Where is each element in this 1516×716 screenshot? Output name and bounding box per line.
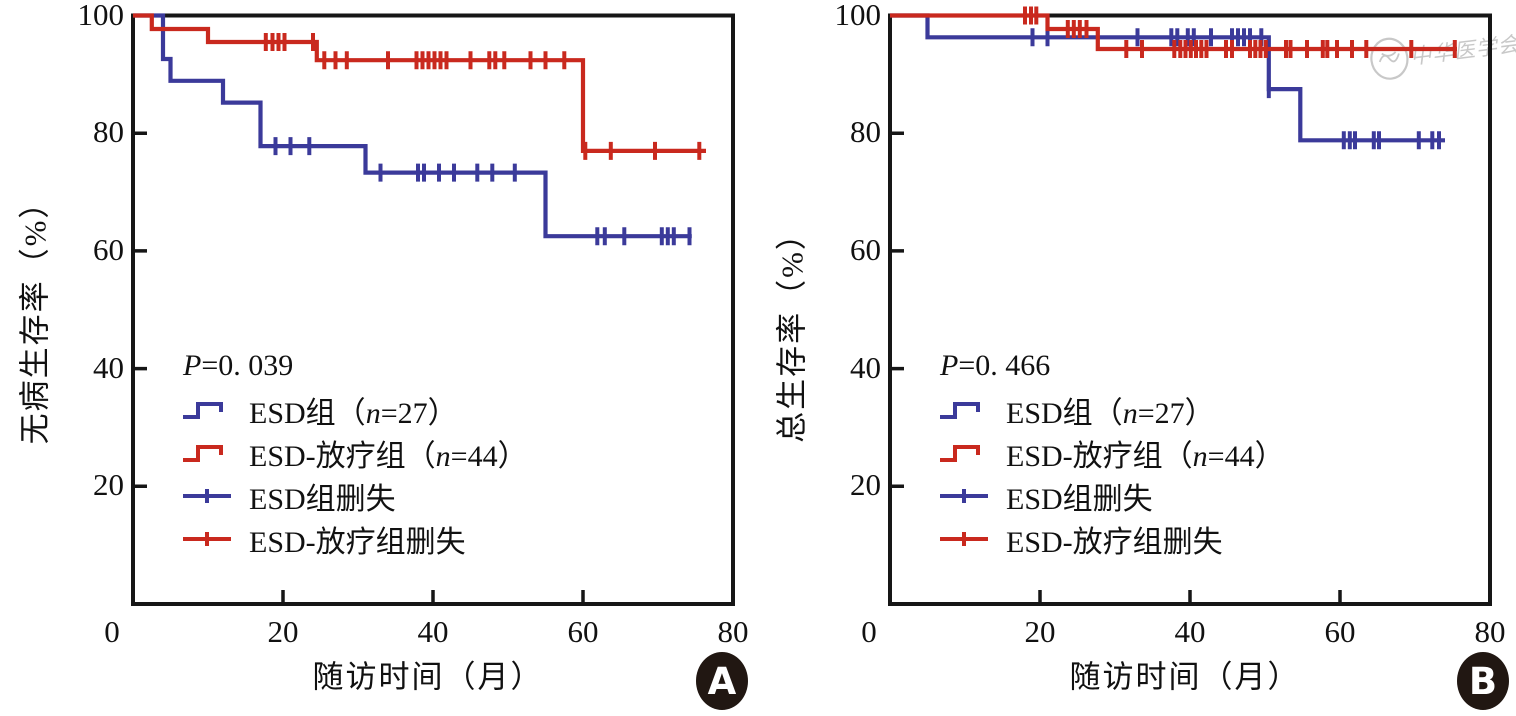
censor-marks-esd-b [1030,28,1441,150]
watermark: 中华医学会 [1366,19,1516,85]
axis-ticks-b [890,131,1342,604]
censor-marks-esd-rt-a [263,33,702,160]
cma-emblem-icon [1370,37,1409,80]
censor-marks-esd-rt-b [1023,6,1457,58]
km-curve-esd-a [133,13,692,239]
axis-ticks-a [133,131,585,604]
km-curve-esd-b [890,13,1445,143]
km-curve-esd-rt-a [133,13,706,153]
plot-box-b [888,13,1492,606]
censor-marks-esd-a [273,137,692,246]
plot-box-a [131,13,735,606]
